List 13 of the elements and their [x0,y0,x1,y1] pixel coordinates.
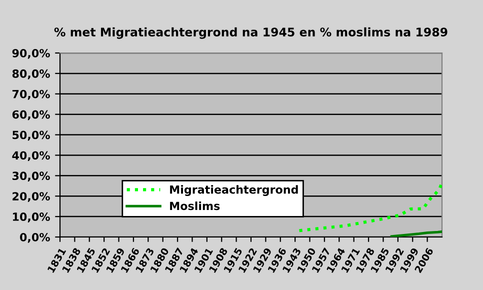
y-tick-label: 20,0% [12,192,50,202]
y-tick-label: 90,0% [12,48,50,59]
y-tick-label: 60,0% [12,110,50,120]
legend-label: Migratieachtergrond [170,185,298,196]
y-tick-label: 70,0% [12,90,50,100]
y-tick-label: 30,0% [12,172,50,182]
y-tick-label: 0,0% [20,232,50,243]
y-tick-label: 80,0% [12,69,50,80]
y-tick-label: 40,0% [12,151,50,162]
y-tick-label: 50,0% [12,130,50,141]
legend-label: Moslims [170,202,220,210]
chart-title: % met Migratieachtergrond na 1945 en % moslims na 1989 [54,27,448,39]
y-tick-label: 10,0% [12,212,50,222]
